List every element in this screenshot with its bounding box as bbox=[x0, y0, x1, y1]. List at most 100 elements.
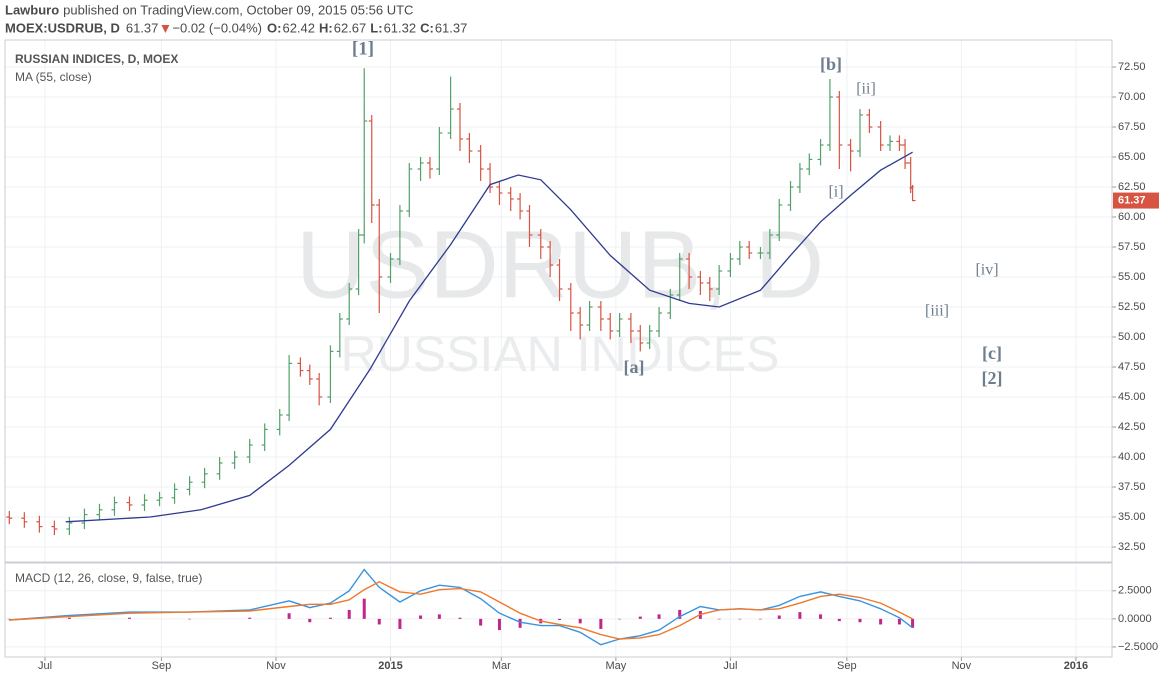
author-link[interactable]: Lawburo bbox=[5, 2, 59, 17]
macd-line bbox=[9, 581, 913, 640]
macd-histogram-bar bbox=[377, 618, 381, 625]
symbol: MOEX:USDRUB, D bbox=[5, 20, 120, 35]
ohlc-bar bbox=[902, 139, 909, 169]
ohlc-bar bbox=[286, 355, 293, 421]
macd-histogram-bar bbox=[308, 618, 312, 623]
macd-histogram-bar bbox=[911, 618, 915, 628]
ohlc-bar bbox=[96, 503, 103, 521]
ohlc-bar bbox=[646, 325, 653, 349]
ohlc-bar bbox=[667, 289, 674, 319]
wave-label: [ii] bbox=[856, 81, 876, 98]
ohlc-bar bbox=[368, 115, 375, 223]
ohlc-bar bbox=[216, 457, 223, 480]
ohlc-bar bbox=[126, 496, 133, 511]
x-tick-label: 2016 bbox=[1064, 660, 1088, 672]
ohlc-bar bbox=[787, 181, 794, 211]
ohlc-bar bbox=[487, 163, 494, 193]
last-price-label: 61.37 bbox=[1118, 194, 1146, 206]
y-tick-label: 47.50 bbox=[1118, 361, 1146, 373]
ohlc-bar bbox=[316, 373, 323, 406]
ohlc-bar bbox=[327, 345, 334, 403]
macd-histogram-bar bbox=[458, 617, 462, 619]
ohlc-bar bbox=[856, 109, 863, 157]
ohlc-bar bbox=[426, 157, 433, 179]
ohlc-bar bbox=[336, 313, 343, 358]
ohlc-bar bbox=[736, 241, 743, 265]
ohlc-bar bbox=[246, 439, 253, 463]
ohlc-bar bbox=[656, 307, 663, 337]
macd-histogram-bar bbox=[758, 618, 762, 620]
ohlc-bar bbox=[909, 184, 916, 202]
ohlc-bar bbox=[231, 451, 238, 469]
ohlc-bar bbox=[567, 283, 574, 331]
ohlc-bar bbox=[457, 103, 464, 151]
x-tick-label: Sep bbox=[152, 660, 172, 672]
macd-histogram-bar bbox=[287, 613, 291, 619]
ohlc-bar bbox=[517, 193, 524, 220]
ohlc-bar bbox=[297, 357, 304, 377]
macd-histogram-bar bbox=[328, 617, 332, 619]
macd-histogram-bar bbox=[798, 612, 802, 619]
ohlc-bar bbox=[141, 494, 148, 511]
ohlc-bar bbox=[887, 135, 894, 151]
y-tick-label: 35.00 bbox=[1118, 511, 1146, 523]
ohlc-bar bbox=[627, 313, 634, 343]
ohlc-bar bbox=[526, 205, 533, 247]
macd-histogram-bar bbox=[837, 618, 841, 622]
y-tick-label: 37.50 bbox=[1118, 481, 1146, 493]
macd-histogram-bar bbox=[437, 614, 441, 619]
published-note: published on TradingView.com, October 09… bbox=[63, 2, 413, 17]
ohlc-value: 62.42 bbox=[282, 20, 315, 35]
ohlc-bar bbox=[201, 467, 208, 489]
macd-histogram-bar bbox=[128, 617, 132, 619]
ohlc-bar bbox=[6, 511, 13, 525]
y-tick-label: 42.50 bbox=[1118, 421, 1146, 433]
ohlc-bar bbox=[36, 515, 43, 533]
ohlc-bar bbox=[616, 313, 623, 337]
macd-histogram-bar bbox=[599, 618, 603, 629]
ohlc-label: H: bbox=[319, 20, 333, 35]
indicator-label: MA (55, close) bbox=[15, 70, 92, 84]
ohlc-bar bbox=[81, 508, 88, 529]
ohlc-bar bbox=[537, 229, 544, 259]
y-tick-label: −2.5000 bbox=[1118, 641, 1158, 653]
ohlc-bar bbox=[276, 409, 283, 436]
ohlc-bar bbox=[896, 135, 903, 151]
y-tick-label: 67.50 bbox=[1118, 121, 1146, 133]
y-tick-label: 40.00 bbox=[1118, 451, 1146, 463]
ohlc-bar bbox=[436, 127, 443, 175]
down-arrow-icon bbox=[161, 25, 170, 33]
macd-histogram-bar bbox=[879, 618, 883, 625]
ohlc-bar bbox=[496, 181, 503, 205]
change: −0.02 (−0.04%) bbox=[172, 20, 262, 35]
macd-histogram-bar bbox=[479, 618, 483, 626]
ohlc-bar bbox=[766, 229, 773, 259]
ohlc-bar bbox=[111, 496, 118, 516]
ohlc-value: 61.32 bbox=[384, 20, 417, 35]
ohlc-bar bbox=[507, 187, 514, 211]
wave-label: [2] bbox=[982, 368, 1003, 388]
macd-histogram-bar bbox=[738, 618, 742, 620]
ohlc-bar bbox=[706, 277, 713, 301]
ohlc-bar bbox=[466, 133, 473, 163]
ohlc-bar bbox=[346, 283, 353, 325]
ohlc-bar bbox=[607, 313, 614, 340]
macd-histogram-bar bbox=[578, 618, 582, 624]
ohlc-bar bbox=[877, 121, 884, 151]
moving-average-line bbox=[65, 151, 913, 523]
wave-label: [c] bbox=[982, 343, 1002, 363]
ohlc-bar bbox=[355, 229, 362, 295]
macd-histogram-bar bbox=[248, 617, 252, 619]
ohlc-value: 62.67 bbox=[334, 20, 367, 35]
main-pane-frame bbox=[4, 39, 1113, 563]
wave-label: [iii] bbox=[925, 303, 949, 320]
ohlc-bar bbox=[447, 76, 454, 139]
ohlc-bar bbox=[51, 520, 58, 535]
ohlc-label: O: bbox=[267, 20, 281, 35]
ohlc-bar bbox=[586, 301, 593, 331]
macd-histogram-bar bbox=[188, 618, 192, 620]
ohlc-bar bbox=[746, 241, 753, 259]
macd-histogram-bar bbox=[638, 616, 642, 619]
ohlc-bar bbox=[697, 271, 704, 295]
